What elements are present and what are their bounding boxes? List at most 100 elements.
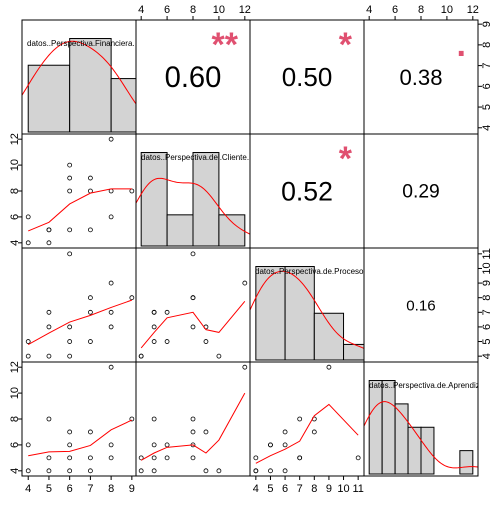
panel: datos..Perspectiva.de.Aprendizaje.y.Crec… — [364, 380, 478, 475]
scatter-point — [138, 468, 144, 474]
scatter-point — [88, 429, 93, 435]
scatter-point — [129, 188, 135, 194]
y-tick-label: 5 — [481, 338, 493, 344]
scatter-point — [268, 442, 273, 448]
scatter-point — [326, 364, 332, 370]
smooth-line — [28, 419, 133, 457]
panel-border — [21, 133, 137, 249]
y-tick-label: 4 — [9, 240, 21, 246]
x-tick-label: 8 — [311, 483, 317, 495]
scatter-point — [242, 280, 248, 286]
scatter-point — [108, 324, 114, 330]
scatter-point — [151, 455, 157, 461]
y-tick-label: 6 — [9, 214, 21, 220]
scatter-point — [297, 455, 303, 461]
y-tick-label: 4 — [481, 353, 493, 359]
x-tick-label: 11 — [352, 483, 363, 495]
scatter-point — [203, 468, 209, 474]
scatter-point — [282, 429, 288, 435]
panel-border — [21, 361, 137, 477]
scatter-point — [67, 324, 73, 330]
scatter-point — [25, 442, 31, 448]
scatter-point — [268, 468, 273, 474]
y-tick-label: 6 — [481, 324, 493, 330]
scatter-point — [88, 175, 93, 181]
scatter-point — [46, 416, 52, 422]
scatter-point — [282, 468, 288, 474]
scatter-point — [46, 353, 52, 359]
x-tick-label: 6 — [282, 483, 288, 495]
scatter-point — [67, 468, 73, 474]
histogram-bar — [420, 426, 435, 475]
scatter-point — [190, 429, 196, 435]
panel: 0.29 — [402, 182, 440, 203]
x-tick-label: 9 — [129, 483, 135, 495]
panel: 0.16 — [406, 297, 435, 314]
panel: datos..Perspectiva.de.Procesos.Internos. — [250, 266, 364, 361]
panel — [253, 364, 361, 474]
correlation-value: 0.50 — [282, 62, 333, 92]
significance-stars: * — [339, 26, 353, 64]
histogram-bar — [166, 214, 194, 247]
y-tick-label: 10 — [9, 159, 21, 171]
panel-border — [135, 361, 251, 477]
histogram-bar — [110, 78, 136, 133]
x-tick-label: 5 — [46, 483, 52, 495]
scatter-point — [129, 295, 135, 301]
scatter-point — [203, 339, 209, 344]
y-tick-label: 4 — [9, 468, 21, 474]
x-tick-label: 8 — [190, 4, 196, 16]
panel — [138, 251, 248, 359]
scatter-point — [67, 429, 73, 435]
significance-stars: ** — [212, 26, 239, 64]
scatter-point — [67, 339, 73, 344]
scatter-point — [108, 214, 114, 220]
scatter-point — [190, 324, 196, 330]
y-tick-label: 12 — [9, 361, 21, 373]
histogram-bar — [69, 38, 112, 133]
scatter-point — [25, 240, 31, 246]
panel-border — [363, 361, 479, 477]
scatter-point — [67, 353, 73, 359]
scatter-point — [25, 468, 31, 474]
scatter-point — [88, 455, 93, 461]
scatter-point — [151, 416, 157, 422]
y-tick-label: 4 — [481, 125, 493, 131]
scatter-point — [253, 468, 259, 474]
y-tick-label: 8 — [481, 295, 493, 301]
scatter-point — [67, 175, 73, 181]
x-tick-label: 12 — [239, 4, 251, 16]
scatter-point — [25, 214, 31, 220]
histogram-bar — [368, 380, 383, 475]
x-tick-label: 6 — [392, 4, 398, 16]
x-tick-label: 12 — [467, 4, 479, 16]
scatter-point — [190, 295, 196, 301]
y-tick-label: 9 — [481, 280, 493, 286]
histogram-bar — [407, 426, 422, 475]
x-tick-label: 7 — [297, 483, 303, 495]
x-tick-label: 4 — [138, 4, 144, 16]
histogram-bar — [255, 266, 286, 361]
smooth-line — [28, 188, 132, 232]
scatter-point — [216, 468, 222, 474]
scatter-point — [46, 309, 52, 315]
scatter-point — [216, 353, 222, 359]
scatter-point — [25, 353, 31, 359]
x-tick-label: 4 — [25, 483, 31, 495]
scatter-point — [108, 455, 114, 461]
significance-stars: . — [457, 26, 466, 64]
panel: datos..Perspectiva.del.Cliente. — [136, 152, 250, 247]
y-tick-label: 8 — [9, 416, 21, 422]
scatter-point — [253, 455, 259, 461]
scatter-point — [88, 227, 93, 233]
y-tick-label: 5 — [481, 104, 493, 110]
scatter-point — [164, 442, 170, 448]
panel — [25, 251, 135, 359]
histogram-bar — [381, 380, 396, 475]
x-tick-label: 8 — [108, 483, 114, 495]
y-tick-label: 10 — [9, 387, 21, 399]
variable-label: datos..Perspectiva.del.Cliente. — [141, 153, 249, 162]
scatter-point — [46, 455, 52, 461]
scatter-point — [297, 416, 303, 422]
